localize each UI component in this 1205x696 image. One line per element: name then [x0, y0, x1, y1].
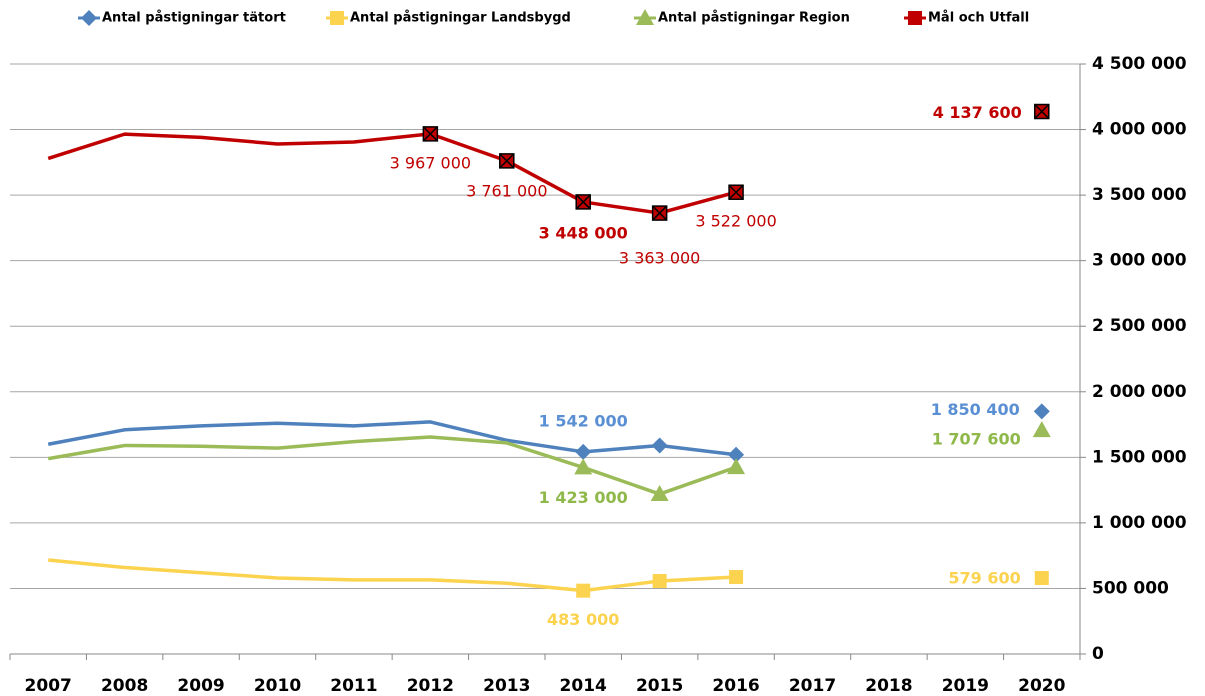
- legend-label: Antal påstigningar Region: [658, 11, 850, 26]
- legend-marker: [636, 9, 654, 25]
- y-tick-label: 1 500 000: [1092, 447, 1187, 467]
- legend-marker: [81, 10, 97, 26]
- y-tick-label: 500 000: [1092, 578, 1169, 598]
- data-point-cross: [422, 126, 438, 142]
- x-tick-label: 2018: [865, 676, 912, 696]
- y-tick-label: 3 000 000: [1092, 251, 1187, 271]
- data-label: 4 137 600: [933, 103, 1022, 122]
- legend-label: Antal påstigningar tätort: [102, 11, 286, 26]
- data-label: 3 448 000: [539, 223, 628, 242]
- x-tick-label: 2010: [254, 676, 301, 696]
- x-tick-label: 2009: [177, 676, 224, 696]
- data-point-cross: [728, 184, 744, 200]
- x-tick-label: 2011: [330, 676, 377, 696]
- data-point: [576, 583, 591, 598]
- x-tick-label: 2012: [407, 676, 454, 696]
- x-tick-label: 2015: [636, 676, 683, 696]
- data-label: 483 000: [547, 610, 619, 629]
- x-tick-label: 2007: [25, 676, 72, 696]
- x-tick-label: 2014: [560, 676, 607, 696]
- y-tick-label: 3 500 000: [1092, 185, 1187, 205]
- data-point-cross: [652, 205, 668, 221]
- data-point: [1033, 403, 1050, 420]
- data-label: 1 423 000: [539, 488, 628, 507]
- y-tick-label: 4 000 000: [1092, 120, 1187, 140]
- x-tick-label: 2016: [712, 676, 759, 696]
- data-point: [651, 437, 668, 454]
- data-point: [575, 443, 592, 460]
- legend-marker: [908, 11, 922, 25]
- y-tick-label: 1 000 000: [1092, 513, 1187, 533]
- x-tick-label: 2008: [101, 676, 148, 696]
- data-point: [1034, 571, 1049, 586]
- series-line: [48, 430, 1042, 494]
- data-point-cross: [1034, 103, 1050, 120]
- legend-marker: [330, 11, 344, 25]
- x-tick-label: 2020: [1018, 676, 1065, 696]
- x-tick-label: 2017: [789, 676, 836, 696]
- data-point: [574, 458, 593, 475]
- x-tick-label: 2019: [942, 676, 989, 696]
- data-point-cross: [499, 153, 515, 169]
- data-point: [650, 485, 669, 502]
- y-tick-label: 2 500 000: [1092, 316, 1187, 336]
- data-label: 1 707 600: [932, 430, 1021, 449]
- data-point: [728, 446, 745, 463]
- y-tick-label: 2 000 000: [1092, 382, 1187, 402]
- legend-label: Antal påstigningar Landsbygd: [350, 11, 571, 26]
- data-point: [729, 570, 744, 585]
- legend-label: Mål och Utfall: [928, 11, 1029, 26]
- data-label: 579 600: [948, 569, 1020, 588]
- data-point: [727, 458, 746, 475]
- data-label: 3 967 000: [390, 153, 471, 172]
- series-line: [48, 560, 1042, 591]
- data-label: 3 363 000: [619, 249, 700, 268]
- data-label: 3 761 000: [466, 181, 547, 200]
- data-point-cross: [575, 194, 591, 210]
- x-tick-label: 2013: [483, 676, 530, 696]
- data-point: [652, 573, 667, 588]
- data-label: 1 542 000: [539, 411, 628, 430]
- data-point: [1032, 421, 1051, 438]
- y-tick-label: 0: [1092, 644, 1104, 664]
- data-label: 1 850 400: [931, 400, 1020, 419]
- data-label: 3 522 000: [695, 212, 776, 231]
- y-tick-label: 4 500 000: [1092, 54, 1187, 74]
